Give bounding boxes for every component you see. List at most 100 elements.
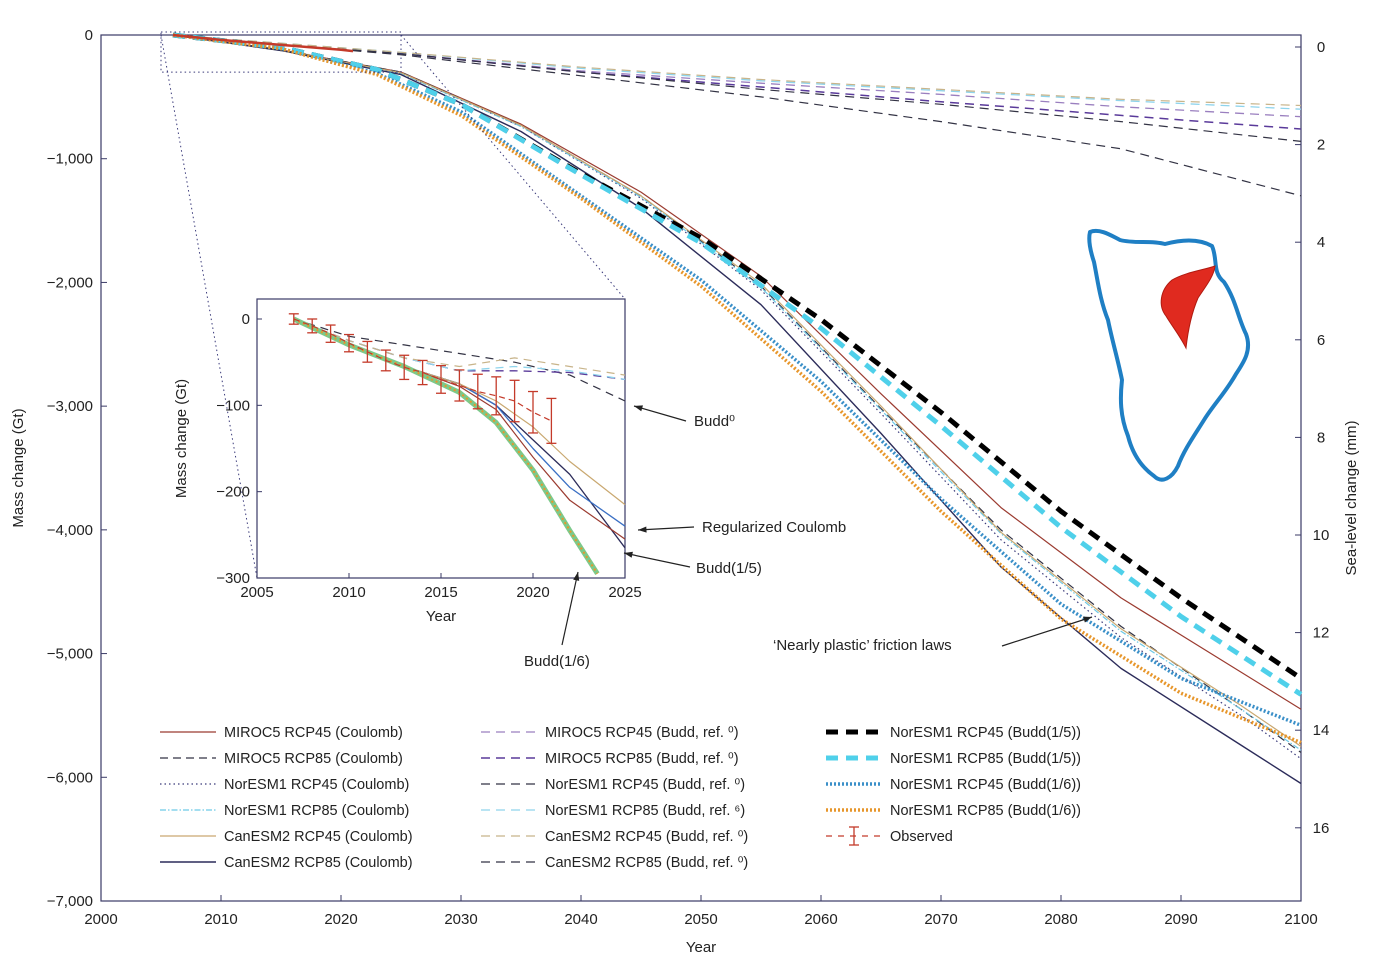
legend-label: NorESM1 RCP45 (Coulomb) — [224, 777, 409, 793]
legend-label: MIROC5 RCP45 (Budd, ref. ⁰) — [545, 725, 739, 741]
legend-col1-item: NorESM1 RCP45 (Coulomb) — [160, 777, 409, 793]
legend-col1-item: MIROC5 RCP45 (Coulomb) — [160, 725, 403, 741]
annotation-budd16: Budd(1/6) — [524, 653, 590, 670]
observed-errorbar — [509, 379, 520, 423]
series-line-15 — [172, 33, 1302, 727]
zoom-box — [160, 31, 402, 73]
inset-x-axis-label: Year — [426, 608, 456, 625]
zoom-guide-left — [160, 34, 258, 579]
legend-label: Observed — [890, 829, 953, 845]
y2-tick-label: 14 — [1313, 722, 1330, 739]
observed-errorbar — [546, 397, 557, 444]
y-axis-label: Mass change (Gt) — [10, 408, 27, 527]
x-tick-label: 2100 — [1284, 911, 1317, 928]
legend-label: CanESM2 RCP45 (Coulomb) — [224, 829, 413, 845]
observed-errorbar — [472, 373, 483, 410]
legend-col3-item: NorESM1 RCP45 (Budd(1/5)) — [826, 725, 1081, 741]
legend-col2-item: CanESM2 RCP85 (Budd, ref. ⁰) — [481, 855, 748, 871]
arrow-regularized-coulomb-head — [638, 526, 647, 533]
observed-errorbar — [344, 333, 354, 353]
legend-col3-item: NorESM1 RCP85 (Budd(1/5)) — [826, 751, 1081, 767]
y-tick-label: −3,000 — [47, 398, 93, 415]
y2-tick-label: 0 — [1317, 39, 1325, 56]
legend-label: MIROC5 RCP85 (Coulomb) — [224, 751, 403, 767]
x-tick-label: 2080 — [1044, 911, 1077, 928]
y-tick-label: −6,000 — [47, 769, 93, 786]
main-plot-area: 2000 2010 2020 2030 2040 2050 2060 2070 2080 2090… — [10, 27, 1360, 956]
legend-col3-item: NorESM1 RCP85 (Budd(1/6)) — [826, 803, 1081, 819]
greenland-highlight-region — [1160, 265, 1216, 350]
series-line-14 — [172, 32, 1303, 697]
observed-errorbar — [399, 354, 410, 381]
observed-errorbar — [528, 390, 538, 434]
y-tick-label: −7,000 — [47, 893, 93, 910]
legend-label: CanESM2 RCP85 (Coulomb) — [224, 855, 413, 871]
observed-errorbar — [454, 369, 465, 402]
legend-col2-item: NorESM1 RCP85 (Budd, ref. ⁶) — [481, 803, 745, 819]
legend-col2-item: CanESM2 RCP45 (Budd, ref. ⁰) — [481, 829, 748, 845]
y2-tick-label: 6 — [1317, 332, 1325, 349]
legend-label: NorESM1 RCP85 (Budd(1/6)) — [890, 803, 1081, 819]
x-tick-label: 2060 — [804, 911, 837, 928]
inset-x-tick-label: 2015 — [424, 584, 457, 601]
observed-errorbar — [380, 349, 391, 372]
legend-label: NorESM1 RCP45 (Budd(1/6)) — [890, 777, 1081, 793]
inset-x-tick-label: 2005 — [240, 584, 273, 601]
legend: MIROC5 RCP45 (Coulomb) MIROC5 RCP85 (Coul… — [160, 725, 1081, 871]
annotation-regularized-coulomb: Regularized Coulomb — [702, 519, 846, 536]
arrow-budd15 — [623, 552, 691, 568]
y2-tick-label: 4 — [1317, 234, 1325, 251]
x-tick-label: 2090 — [1164, 911, 1197, 928]
legend-label: MIROC5 RCP85 (Budd, ref. ⁰) — [545, 751, 739, 767]
legend-label: NorESM1 RCP85 (Coulomb) — [224, 803, 409, 819]
y2-tick-label: 8 — [1317, 429, 1325, 446]
x-tick-label: 2010 — [204, 911, 237, 928]
legend-label: NorESM1 RCP45 (Budd(1/5)) — [890, 725, 1081, 741]
series-line-3 — [172, 34, 1302, 760]
y-tick-label: 0 — [85, 27, 93, 44]
y-tick-label: −4,000 — [47, 522, 93, 539]
series-line-16 — [172, 33, 1302, 745]
x-tick-label: 2050 — [684, 911, 717, 928]
arrow-regularized-coulomb — [637, 526, 695, 531]
legend-label: MIROC5 RCP45 (Coulomb) — [224, 725, 403, 741]
legend-col3-item: Observed — [826, 826, 953, 846]
inset-y-tick-label: −200 — [216, 484, 250, 501]
zoom-guide-right — [400, 34, 626, 300]
y2-axis-label: Sea-level change (mm) — [1343, 420, 1360, 575]
inset-x-tick-label: 2020 — [516, 584, 549, 601]
legend-col2-item: MIROC5 RCP85 (Budd, ref. ⁰) — [481, 751, 739, 767]
inset-y-tick-label: −300 — [216, 570, 250, 587]
legend-col2-item: MIROC5 RCP45 (Budd, ref. ⁰) — [481, 725, 739, 741]
legend-col1-item: CanESM2 RCP45 (Coulomb) — [160, 829, 413, 845]
arrow-budd15-head — [624, 551, 633, 558]
y2-tick-label: 10 — [1313, 527, 1330, 544]
x-tick-label: 2070 — [924, 911, 957, 928]
observed-errorbar — [491, 376, 502, 416]
inset-y-tick-label: −100 — [216, 397, 250, 414]
legend-label: NorESM1 RCP85 (Budd, ref. ⁶) — [545, 803, 745, 819]
observed-errorbar — [436, 364, 446, 394]
x-tick-label: 2040 — [564, 911, 597, 928]
x-axis-label: Year — [686, 939, 716, 956]
inset-x-tick-label: 2025 — [608, 584, 641, 601]
legend-label: CanESM2 RCP85 (Budd, ref. ⁰) — [545, 855, 748, 871]
y2-tick-label: 2 — [1317, 137, 1325, 154]
zoom-guide-lines — [160, 31, 626, 579]
greenland-map-icon — [1087, 229, 1251, 482]
arrow-budd0-head — [634, 405, 643, 412]
arrow-budd16-head — [573, 572, 580, 581]
series-line-17 — [172, 33, 354, 53]
y-tick-label: −1,000 — [47, 151, 93, 168]
x-tick-label: 2000 — [84, 911, 117, 928]
legend-col3-item: NorESM1 RCP45 (Budd(1/6)) — [826, 777, 1081, 793]
arrow-budd0 — [633, 405, 687, 422]
greenland-outline — [1087, 229, 1251, 482]
annotation-budd0: Budd⁰ — [694, 413, 735, 430]
annotations: Budd⁰ Regularized Coulomb Budd(1/5) Budd(1/… — [524, 405, 1093, 670]
inset-y-axis-label: Mass change (Gt) — [173, 379, 190, 498]
observed-errorbar — [417, 359, 428, 386]
y2-tick-label: 16 — [1313, 820, 1330, 837]
observed-errorbar — [362, 340, 373, 363]
